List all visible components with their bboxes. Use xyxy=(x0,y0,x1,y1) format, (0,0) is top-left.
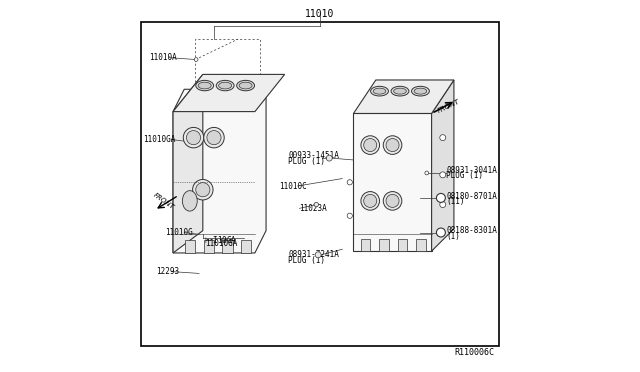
Ellipse shape xyxy=(373,88,386,94)
Ellipse shape xyxy=(383,136,402,154)
Text: 12293: 12293 xyxy=(156,267,179,276)
Ellipse shape xyxy=(386,195,399,208)
Ellipse shape xyxy=(383,192,402,210)
Ellipse shape xyxy=(239,82,252,89)
Ellipse shape xyxy=(204,128,224,148)
Text: (1): (1) xyxy=(447,232,460,241)
Ellipse shape xyxy=(198,82,211,89)
Text: 08931-3041A: 08931-3041A xyxy=(447,166,497,174)
Text: $\vdash$I10GA: $\vdash$I10GA xyxy=(203,234,237,246)
Text: 11023A: 11023A xyxy=(300,204,327,213)
Text: FRONT: FRONT xyxy=(152,192,175,211)
Bar xyxy=(379,239,389,251)
Polygon shape xyxy=(173,89,266,253)
Ellipse shape xyxy=(219,82,232,89)
Ellipse shape xyxy=(371,86,388,96)
Text: 11010C: 11010C xyxy=(279,182,307,190)
Text: 11010GA: 11010GA xyxy=(143,135,175,144)
Bar xyxy=(241,240,251,253)
Text: B: B xyxy=(438,195,444,201)
Circle shape xyxy=(425,171,429,175)
Text: R110006C: R110006C xyxy=(455,348,495,357)
Text: 11010: 11010 xyxy=(305,9,335,19)
Bar xyxy=(397,239,408,251)
Bar xyxy=(417,239,426,251)
Circle shape xyxy=(440,202,445,208)
Text: 08931-7241A: 08931-7241A xyxy=(289,250,339,259)
Ellipse shape xyxy=(183,128,204,148)
Bar xyxy=(222,240,232,253)
Ellipse shape xyxy=(207,131,221,145)
Text: 08180-8701A: 08180-8701A xyxy=(447,192,497,201)
Polygon shape xyxy=(353,113,431,251)
Text: PLUG (1): PLUG (1) xyxy=(289,157,325,166)
Ellipse shape xyxy=(364,139,377,152)
Ellipse shape xyxy=(216,80,234,91)
Ellipse shape xyxy=(412,86,429,96)
Text: PLUG (1): PLUG (1) xyxy=(289,256,325,265)
Ellipse shape xyxy=(394,88,406,94)
Circle shape xyxy=(347,213,353,218)
Text: 00933-1451A: 00933-1451A xyxy=(289,151,339,160)
Ellipse shape xyxy=(386,139,399,152)
Text: 11010GA: 11010GA xyxy=(205,239,237,248)
Ellipse shape xyxy=(182,191,197,211)
Ellipse shape xyxy=(391,86,409,96)
Ellipse shape xyxy=(196,183,210,197)
Circle shape xyxy=(436,193,445,202)
Text: (11): (11) xyxy=(447,198,465,206)
Circle shape xyxy=(195,58,198,61)
Polygon shape xyxy=(173,74,203,253)
Ellipse shape xyxy=(361,192,380,210)
Bar xyxy=(360,239,370,251)
Circle shape xyxy=(440,172,445,178)
Text: PLUG (1): PLUG (1) xyxy=(447,171,483,180)
Circle shape xyxy=(436,228,445,237)
Ellipse shape xyxy=(361,136,380,154)
Circle shape xyxy=(315,252,321,258)
Ellipse shape xyxy=(414,88,427,94)
Text: 08188-8301A: 08188-8301A xyxy=(447,226,497,235)
Ellipse shape xyxy=(186,131,200,145)
Polygon shape xyxy=(173,74,285,112)
Bar xyxy=(185,240,195,253)
Bar xyxy=(204,240,214,253)
Text: B: B xyxy=(438,230,444,235)
Ellipse shape xyxy=(364,195,377,208)
Polygon shape xyxy=(431,80,454,251)
Circle shape xyxy=(347,180,353,185)
Circle shape xyxy=(314,202,319,207)
Ellipse shape xyxy=(237,80,255,91)
Circle shape xyxy=(440,135,445,141)
Text: 11010A: 11010A xyxy=(149,53,177,62)
Text: FRONT: FRONT xyxy=(436,98,460,113)
Text: 11010G: 11010G xyxy=(166,228,193,237)
Polygon shape xyxy=(353,80,454,113)
Ellipse shape xyxy=(193,180,213,200)
Circle shape xyxy=(326,155,332,161)
Ellipse shape xyxy=(196,80,214,91)
